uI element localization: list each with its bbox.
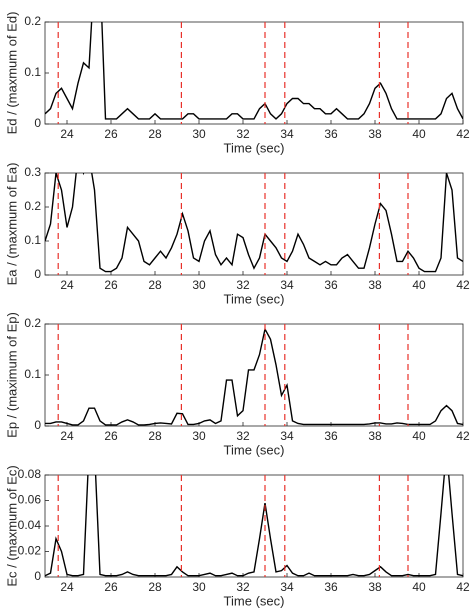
x-tick-label: 30 [192,580,206,594]
y-axis-label: Ep / (maximum of Ep) [4,312,19,438]
y-tick-label: 0 [34,418,41,432]
x-tick-label: 40 [412,278,426,292]
x-tick-label: 38 [368,278,382,292]
x-tick-label: 30 [192,127,206,141]
plot-area [44,474,464,578]
x-tick-label: 24 [60,127,74,141]
x-tick-label: 36 [324,429,338,443]
x-tick-label: 32 [236,278,250,292]
y-tick-label: 0.1 [24,233,41,247]
signal-line [45,475,463,577]
x-tick-label: 26 [104,580,118,594]
x-tick-label: 38 [368,429,382,443]
x-tick-label: 28 [148,429,162,443]
x-tick-label: 32 [236,580,250,594]
plot-content [45,22,463,124]
x-tick-label: 32 [236,127,250,141]
signal-line [45,22,463,120]
y-tick-label: 0.04 [18,518,42,532]
x-tick-label: 32 [236,429,250,443]
x-tick-label: 36 [324,127,338,141]
y-tick-label: 0.08 [18,467,42,481]
y-tick-label: 0 [34,569,41,583]
plot-area [44,323,464,427]
plot-content [45,475,463,577]
x-tick-label: 42 [456,580,470,594]
x-tick-label: 42 [456,429,470,443]
x-tick-label: 26 [104,127,118,141]
x-tick-label: 36 [324,278,338,292]
x-tick-label: 40 [412,127,426,141]
signal-line [45,173,463,273]
y-tick-label: 0.3 [24,165,41,179]
plot-area [44,172,464,276]
x-tick-label: 30 [192,429,206,443]
signal-line [45,327,463,426]
x-tick-label: 26 [104,278,118,292]
x-tick-label: 24 [60,429,74,443]
x-tick-label: 34 [280,580,294,594]
y-tick-label: 0 [34,116,41,130]
x-tick-label: 34 [280,127,294,141]
x-tick-label: 24 [60,278,74,292]
y-tick-label: 0.2 [24,14,41,28]
y-axis-label: Ea / (maxmum of Ea) [4,163,19,286]
x-tick-label: 34 [280,278,294,292]
y-tick-label: 0.1 [24,65,41,79]
plot-content [45,173,463,275]
x-tick-label: 36 [324,580,338,594]
x-tick-label: 30 [192,278,206,292]
x-axis-label: Time (sec) [224,140,285,155]
x-tick-label: 40 [412,429,426,443]
x-tick-label: 24 [60,580,74,594]
x-tick-label: 40 [412,580,426,594]
x-tick-label: 26 [104,429,118,443]
panel: 0 0.1 0.2 0.3 24 26 28 30 32 34 36 38 40 42 Time (sec)… [4,163,470,307]
panel: 0 0.1 0.2 24 26 28 30 32 34 36 38 40 42 Time (sec) Ed … [4,12,470,156]
plot-area [44,21,464,125]
y-axis-label: Ec / (maxmum of Ec) [4,465,19,586]
panel: 0 0.1 0.2 24 26 28 30 32 34 36 38 40 42 Time (sec) Ep … [4,312,470,457]
x-tick-label: 38 [368,127,382,141]
y-tick-label: 0.1 [24,367,41,381]
x-tick-label: 34 [280,429,294,443]
x-tick-label: 28 [148,127,162,141]
x-axis-label: Time (sec) [224,593,285,608]
plot-content [45,324,463,426]
x-tick-label: 28 [148,580,162,594]
x-axis-label: Time (sec) [224,442,285,457]
x-tick-label: 42 [456,278,470,292]
x-tick-label: 28 [148,278,162,292]
x-tick-label: 42 [456,127,470,141]
y-tick-label: 0.06 [18,493,42,507]
x-axis-label: Time (sec) [224,291,285,306]
y-tick-label: 0.02 [18,544,42,558]
x-tick-label: 38 [368,580,382,594]
y-tick-label: 0.2 [24,199,41,213]
y-tick-label: 0.2 [24,316,41,330]
panel: 0 0.02 0.04 0.06 0.08 24 26 28 30 32 34 36 38 40 42 Tim… [4,465,470,608]
y-tick-label: 0 [34,267,41,281]
y-axis-label: Ed / (maxmum of Ed) [4,12,19,135]
